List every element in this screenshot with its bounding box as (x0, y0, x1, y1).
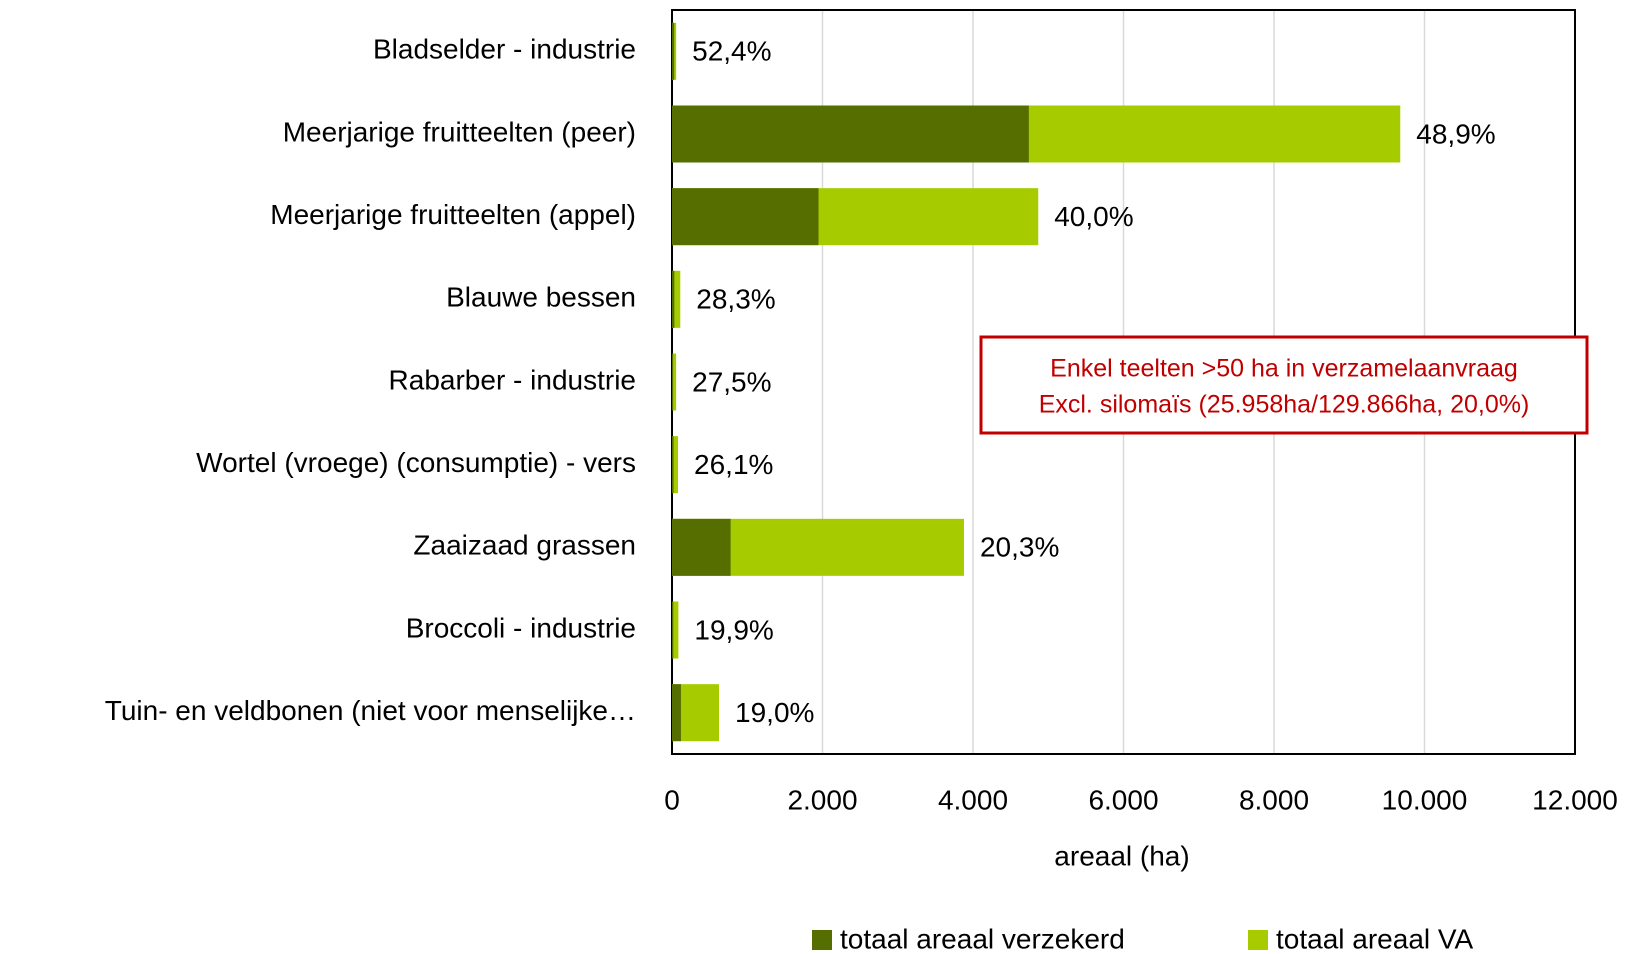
bar (672, 601, 674, 659)
x-tick-label: 6.000 (1088, 784, 1158, 815)
bar (672, 22, 675, 80)
x-tick-label: 12.000 (1532, 784, 1618, 815)
y-tick-label: Meerjarige fruitteelten (appel) (270, 199, 636, 230)
annotation: Enkel teelten >50 ha in verzamelaanvraag (1050, 355, 1518, 383)
x-axis-title: areaal (ha) (1054, 840, 1189, 871)
bar (672, 353, 677, 411)
y-tick-label: Rabarber - industrie (389, 364, 636, 395)
bar (672, 518, 731, 576)
data-label: 28,3% (696, 284, 775, 315)
data-label: 19,0% (735, 697, 814, 728)
bar (672, 436, 674, 494)
legend-label: totaal areaal verzekerd (840, 923, 1125, 954)
y-tick-label: Zaaizaad grassen (413, 530, 636, 561)
y-tick-label: Tuin- en veldbonen (niet voor menselijke… (105, 695, 636, 726)
bar (672, 436, 679, 494)
annotation: Excl. silomaïs (25.958ha/129.866ha, 20,0… (1039, 391, 1530, 419)
x-tick-label: 10.000 (1382, 784, 1468, 815)
data-label: 20,3% (980, 532, 1059, 563)
x-tick-label: 2.000 (787, 784, 857, 815)
y-tick-label: Bladselder - industrie (373, 34, 636, 65)
bar (672, 270, 681, 328)
bar (672, 188, 819, 246)
x-tick-label: 4.000 (938, 784, 1008, 815)
y-tick-label: Wortel (vroege) (consumptie) - vers (196, 447, 636, 478)
x-tick-label: 8.000 (1239, 784, 1309, 815)
data-label: 40,0% (1054, 201, 1133, 232)
bar (672, 270, 675, 328)
annotation-box (979, 335, 1589, 435)
bar (672, 684, 681, 742)
x-tick-label: 0 (664, 784, 680, 815)
legend-swatch (812, 930, 832, 950)
bar (672, 353, 674, 411)
data-label: 26,1% (694, 449, 773, 480)
data-label: 19,9% (694, 614, 773, 645)
data-label: 52,4% (692, 36, 771, 67)
bar (672, 601, 679, 659)
legend-label: totaal areaal VA (1276, 923, 1473, 954)
bar (672, 105, 1029, 163)
legend-swatch (1248, 930, 1268, 950)
data-label: 48,9% (1416, 118, 1495, 149)
y-tick-label: Blauwe bessen (446, 282, 636, 313)
data-label: 27,5% (692, 366, 771, 397)
y-tick-label: Meerjarige fruitteelten (peer) (283, 116, 636, 147)
y-tick-label: Broccoli - industrie (406, 612, 636, 643)
